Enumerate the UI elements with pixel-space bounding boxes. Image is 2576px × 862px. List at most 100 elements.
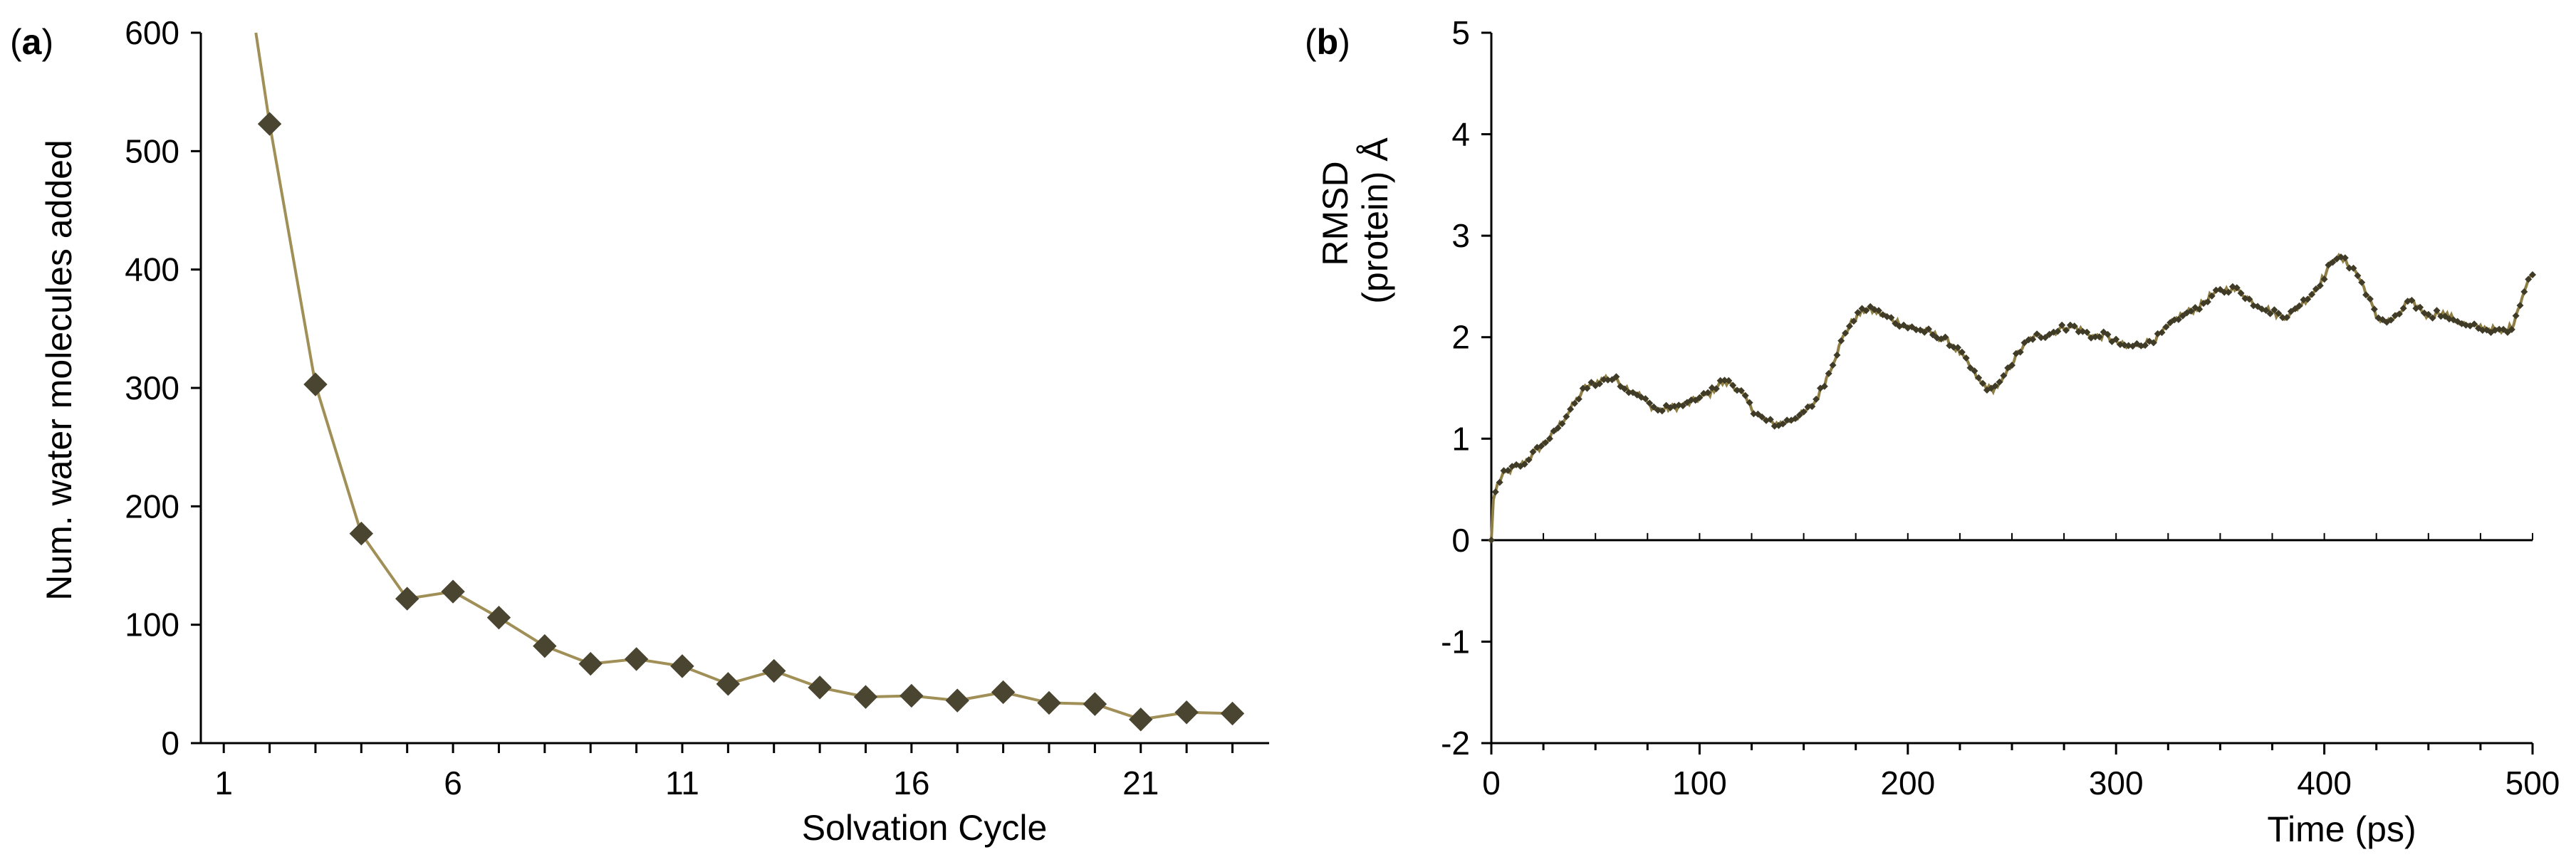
- panel-b-chart: (b) -2 -1 0 1 2 3 4 5 0 100 200 300 400 500 Time (ps)…: [1305, 14, 2560, 849]
- panel-b-data-point: [1833, 351, 1841, 359]
- panel-b-data-point: [1525, 456, 1533, 463]
- panel-b-data-point: [2437, 312, 2445, 320]
- panel-a-data-point: [1174, 700, 1199, 725]
- panel-b-data-point: [2246, 295, 2253, 303]
- panel-b-data-point: [2058, 321, 2066, 329]
- panel-a-data-point: [762, 658, 786, 683]
- panel-b-tick-labels: -2 -1 0 1 2 3 4 5 0 100 200 300 400 500: [1441, 14, 2560, 801]
- panel-a-data-point: [486, 605, 511, 630]
- panel-b-y-tick-label: -2: [1441, 725, 1470, 762]
- panel-b-data-point: [1804, 403, 1812, 411]
- panel-b-data-point: [2196, 305, 2204, 313]
- panel-b-data-point: [1958, 348, 1966, 356]
- panel-a-y-tick-label: 100: [125, 606, 179, 643]
- panel-a-data-point: [395, 587, 419, 611]
- panel-a-data-point: [808, 676, 832, 700]
- panel-b-data-point: [2416, 303, 2424, 311]
- panel-a-y-tick-label: 500: [125, 132, 179, 169]
- panel-b-data-point: [1779, 420, 1787, 428]
- panel-b-data-point: [1567, 405, 1575, 413]
- panel-b-data-point: [1991, 382, 1999, 390]
- panel-b-data-point: [1600, 376, 1607, 384]
- panel-b-data-point: [1766, 416, 1774, 424]
- panel-b-data-point: [1971, 367, 1978, 375]
- panel-b-data-point: [1504, 466, 1512, 474]
- panel-b-data-point: [2341, 254, 2349, 262]
- panel-b-data-point: [1575, 395, 1582, 403]
- panel-b-data-point: [2320, 275, 2328, 283]
- panel-a-data-point: [1129, 708, 1153, 732]
- panel-b-data-point: [2117, 341, 2124, 348]
- panel-b-data-point: [2496, 325, 2503, 333]
- panel-a-data-point: [716, 672, 741, 696]
- panel-b-data-point: [1521, 461, 1528, 468]
- panel-b-data-point: [2041, 334, 2049, 342]
- panel-b-data-point: [1579, 384, 1587, 392]
- panel-b-data-point: [2029, 335, 2037, 343]
- panel-b-data-point: [1500, 467, 1508, 475]
- panel-a-y-tick-label: 300: [125, 369, 179, 406]
- panel-b-data-point: [1687, 396, 1695, 404]
- panel-b-y-tick-label: 5: [1451, 14, 1470, 51]
- panel-b-data-point: [2516, 302, 2524, 310]
- panel-b-data-point: [1813, 395, 1820, 403]
- panel-a-data-point: [303, 372, 328, 396]
- panel-a-letter: a: [22, 22, 43, 62]
- panel-b-data-point: [1741, 391, 1749, 399]
- panel-b-data-point: [2275, 310, 2283, 317]
- panel-b-x-tick-label: 300: [2089, 764, 2144, 801]
- panel-a-series-line: [254, 32, 1233, 721]
- panel-b-data-point: [2000, 372, 2008, 379]
- panel-b-data-point: [2362, 291, 2370, 299]
- panel-a-data-point: [349, 521, 374, 546]
- panel-b-data-point: [2070, 322, 2078, 330]
- panel-b-data-point: [1771, 422, 1778, 430]
- panel-b-data-point: [1862, 307, 1870, 315]
- panel-b-data-point: [2525, 275, 2533, 283]
- panel-b-data-point: [1621, 385, 1629, 393]
- panel-b-label: (b): [1305, 22, 1350, 62]
- panel-a-data-point: [257, 112, 282, 136]
- panel-b-data-point: [2471, 320, 2478, 328]
- panel-b-data-point: [1795, 411, 1803, 419]
- panel-b-data-point: [1550, 427, 1558, 435]
- panel-b-x-tick-label: 200: [1880, 764, 1935, 801]
- panel-b-data-point: [1587, 379, 1595, 387]
- panel-a-data-point: [441, 579, 465, 604]
- panel-b-data-point: [2174, 315, 2182, 323]
- panel-b-y-tick-label: 2: [1451, 319, 1470, 356]
- panel-b-data-point: [1725, 377, 1733, 384]
- panel-b-data-point: [2075, 328, 2082, 336]
- panel-b-data-point: [1733, 387, 1741, 394]
- panel-b-data-point: [1646, 399, 1654, 407]
- panel-b-data-point: [1650, 403, 1658, 411]
- panel-b-data-point: [1829, 362, 1837, 369]
- panel-b-data-point: [2279, 314, 2287, 322]
- panel-b-data-point: [2295, 302, 2303, 310]
- panel-a-data-point: [945, 688, 969, 713]
- panel-a-data-point: [1220, 701, 1245, 726]
- panel-b-data-point: [2142, 342, 2149, 349]
- panel-b-data-point: [1496, 478, 1503, 486]
- panel-b-data-point: [2204, 298, 2211, 305]
- panel-b-data-point: [2399, 305, 2407, 312]
- panel-a-data-point: [1083, 692, 1107, 716]
- panel-b-data-point: [2171, 316, 2179, 324]
- panel-b-data-point: [1921, 328, 1929, 336]
- panel-b-data-point: [1783, 416, 1791, 424]
- panel-b-data-point: [1488, 536, 1495, 544]
- panel-a-data-point: [670, 654, 694, 678]
- panel-b-data-point: [2358, 278, 2366, 286]
- panel-b-data-point: [1612, 373, 1620, 381]
- panel-b-data-point: [2304, 295, 2312, 303]
- panel-b-data-point: [2063, 327, 2070, 334]
- panel-b-data-point: [1642, 395, 1649, 403]
- panel-a-y-tick-label: 200: [125, 488, 179, 525]
- panel-b-data-point: [1912, 326, 1920, 334]
- panel-b-data-point: [1750, 410, 1758, 418]
- panel-b-data-point: [1966, 364, 1974, 372]
- panel-b-data-point: [1604, 376, 1612, 384]
- panel-b-data-point: [1696, 394, 1704, 401]
- panel-b-data-point: [1758, 413, 1766, 421]
- panel-a-y-tick-label: 600: [125, 14, 179, 51]
